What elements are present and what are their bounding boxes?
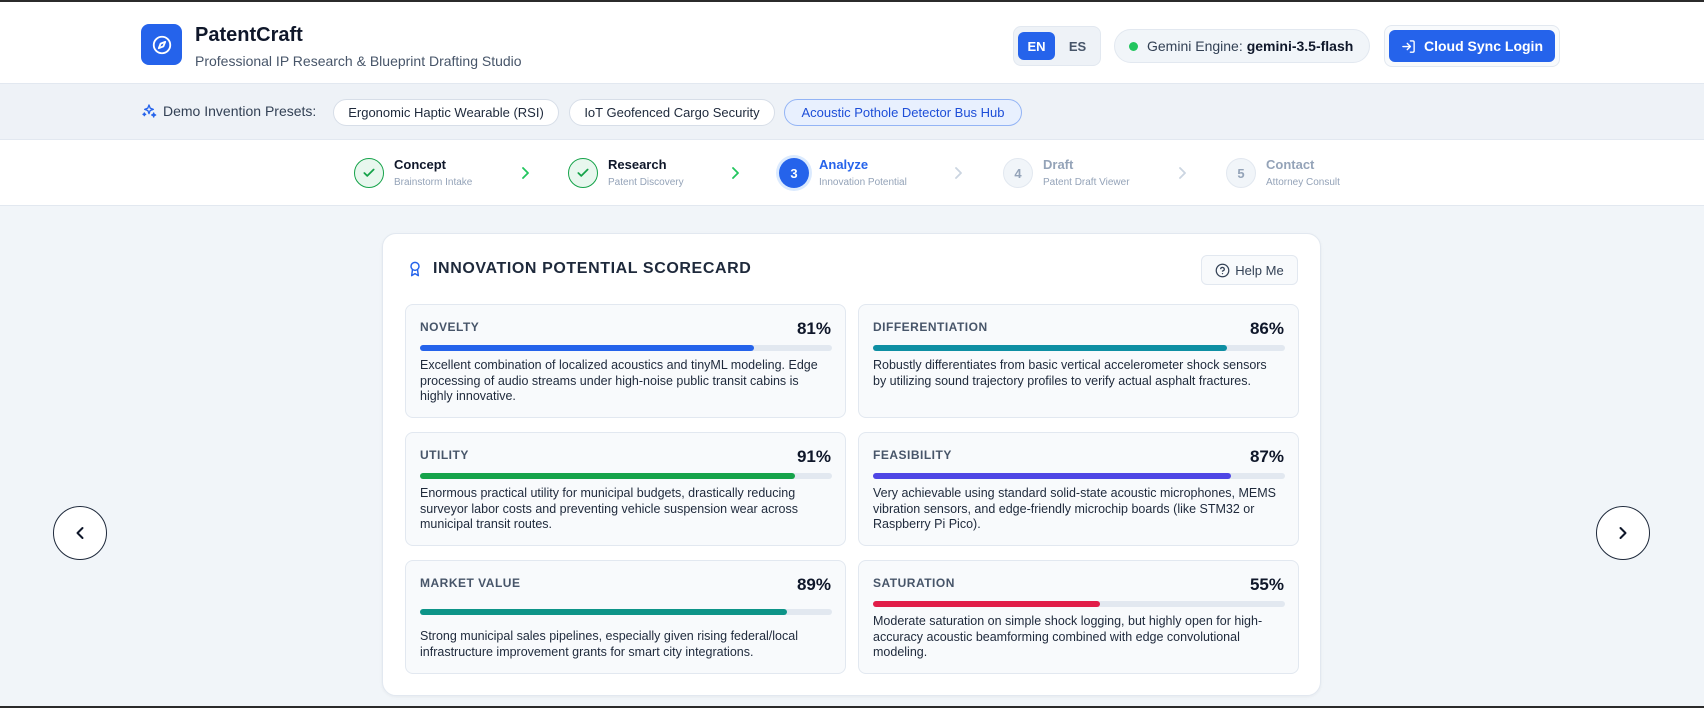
app-subtitle: Professional IP Research & Blueprint Dra… xyxy=(195,53,522,69)
progress-fill xyxy=(420,473,795,479)
progress-track xyxy=(873,601,1285,607)
progress-track xyxy=(873,473,1285,479)
chevron-right-icon xyxy=(1619,527,1627,539)
step-subtitle: Patent Discovery xyxy=(608,176,684,188)
app-header: PatentCraft Professional IP Research & B… xyxy=(0,2,1704,84)
help-me-button[interactable]: Help Me xyxy=(1201,255,1298,285)
metric-card-market-value: MARKET VALUE 89% Strong municipal sales … xyxy=(405,560,846,674)
progress-fill xyxy=(873,601,1100,607)
innovation-scorecard: INNOVATION POTENTIAL SCORECARD Help Me N… xyxy=(382,233,1321,696)
language-es-button[interactable]: ES xyxy=(1059,32,1096,60)
login-label: Cloud Sync Login xyxy=(1424,38,1543,54)
metric-value: 91% xyxy=(796,447,831,466)
step-subtitle: Patent Draft Viewer xyxy=(1043,176,1130,188)
login-button-wrapper: Cloud Sync Login xyxy=(1384,25,1560,67)
scorecard-title: INNOVATION POTENTIAL SCORECARD xyxy=(407,260,751,278)
step-draft[interactable]: 4 Draft Patent Draft Viewer xyxy=(1003,156,1130,190)
step-future-circle: 5 xyxy=(1226,158,1256,188)
metric-label: DIFFERENTIATION xyxy=(873,320,988,334)
metric-value: 89% xyxy=(796,575,831,594)
login-icon xyxy=(1402,39,1415,53)
engine-status-badge: Gemini Engine: gemini-3.5-flash xyxy=(1114,29,1370,63)
scorecard-title-text: INNOVATION POTENTIAL SCORECARD xyxy=(433,260,752,277)
metric-card-differentiation: DIFFERENTIATION 86% Robustly differentia… xyxy=(858,304,1299,418)
step-subtitle: Innovation Potential xyxy=(819,176,907,188)
presets-label: Demo Invention Presets: xyxy=(141,103,316,119)
chevron-right-icon xyxy=(522,167,529,179)
language-switcher: EN ES xyxy=(1013,26,1101,66)
step-contact[interactable]: 5 Contact Attorney Consult xyxy=(1226,156,1340,190)
step-title: Contact xyxy=(1266,156,1315,172)
next-step-button[interactable] xyxy=(1596,506,1650,560)
progress-track xyxy=(420,473,832,479)
metric-card-novelty: NOVELTY 81% Excellent combination of loc… xyxy=(405,304,846,418)
metric-description: Excellent combination of localized acous… xyxy=(420,358,818,403)
step-title: Research xyxy=(608,156,667,172)
preset-chip-haptic-wearable[interactable]: Ergonomic Haptic Wearable (RSI) xyxy=(333,99,559,126)
step-done-circle xyxy=(568,158,598,188)
workflow-stepper: Concept Brainstorm Intake Research Paten… xyxy=(0,140,1704,206)
step-done-circle xyxy=(354,158,384,188)
progress-fill xyxy=(873,345,1228,351)
language-en-button[interactable]: EN xyxy=(1018,32,1055,60)
metric-description: Robustly differentiates from basic verti… xyxy=(873,358,1267,388)
window-frame-bottom xyxy=(0,706,1704,708)
chevron-left-icon xyxy=(76,527,84,539)
progress-track xyxy=(420,609,832,615)
metric-description: Moderate saturation on simple shock logg… xyxy=(873,614,1263,659)
metric-label: FEASIBILITY xyxy=(873,448,952,462)
award-ribbon-icon xyxy=(410,261,420,277)
preset-chip-cargo-security[interactable]: IoT Geofenced Cargo Security xyxy=(569,99,775,126)
previous-step-button[interactable] xyxy=(53,506,107,560)
step-title: Draft xyxy=(1043,156,1074,172)
step-title: Analyze xyxy=(819,156,869,172)
step-subtitle: Attorney Consult xyxy=(1266,176,1340,188)
compass-icon xyxy=(152,35,171,54)
step-future-circle: 4 xyxy=(1003,158,1033,188)
cloud-sync-login-button[interactable]: Cloud Sync Login xyxy=(1389,30,1555,62)
preset-chip-pothole-detector[interactable]: Acoustic Pothole Detector Bus Hub xyxy=(784,99,1022,126)
progress-fill xyxy=(420,345,754,351)
app-title: PatentCraft xyxy=(195,24,303,46)
window-frame-top xyxy=(0,0,1704,2)
check-icon xyxy=(363,168,375,177)
sparkles-icon xyxy=(142,104,157,118)
metric-label: SATURATION xyxy=(873,576,955,590)
chevron-right-icon xyxy=(1179,167,1186,179)
status-dot-icon xyxy=(1129,41,1138,51)
progress-track xyxy=(420,345,832,351)
metric-card-utility: UTILITY 91% Enormous practical utility f… xyxy=(405,432,846,546)
check-icon xyxy=(577,168,589,177)
metric-description: Enormous practical utility for municipal… xyxy=(420,486,798,531)
metric-card-feasibility: FEASIBILITY 87% Very achievable using st… xyxy=(858,432,1299,546)
metric-card-saturation: SATURATION 55% Moderate saturation on si… xyxy=(858,560,1299,674)
step-research[interactable]: Research Patent Discovery xyxy=(568,156,684,190)
engine-value: gemini-3.5-flash xyxy=(1246,38,1354,54)
metric-value: 81% xyxy=(796,319,831,338)
metric-label: MARKET VALUE xyxy=(420,576,521,590)
step-current-circle: 3 xyxy=(779,158,809,188)
metric-label: NOVELTY xyxy=(420,320,480,334)
step-analyze[interactable]: 3 Analyze Innovation Potential xyxy=(779,156,907,190)
help-circle-icon xyxy=(1215,263,1230,277)
step-subtitle: Brainstorm Intake xyxy=(394,176,473,188)
engine-label: Gemini Engine: xyxy=(1147,38,1243,54)
metric-description: Very achievable using standard solid-sta… xyxy=(873,486,1276,531)
metric-value: 86% xyxy=(1249,319,1284,338)
presets-label-text: Demo Invention Presets: xyxy=(163,103,317,119)
progress-fill xyxy=(420,609,787,615)
metric-value: 87% xyxy=(1249,447,1284,466)
step-title: Concept xyxy=(394,156,446,172)
app-logo xyxy=(141,24,182,65)
chevron-right-icon xyxy=(732,167,739,179)
metric-label: UTILITY xyxy=(420,448,469,462)
progress-fill xyxy=(873,473,1232,479)
metric-value: 55% xyxy=(1249,575,1284,594)
help-me-label: Help Me xyxy=(1235,262,1284,278)
progress-track xyxy=(873,345,1285,351)
metric-description: Strong municipal sales pipelines, especi… xyxy=(420,629,798,659)
presets-bar: Demo Invention Presets: Ergonomic Haptic… xyxy=(0,84,1704,140)
chevron-right-icon xyxy=(955,167,962,179)
step-concept[interactable]: Concept Brainstorm Intake xyxy=(354,156,472,190)
